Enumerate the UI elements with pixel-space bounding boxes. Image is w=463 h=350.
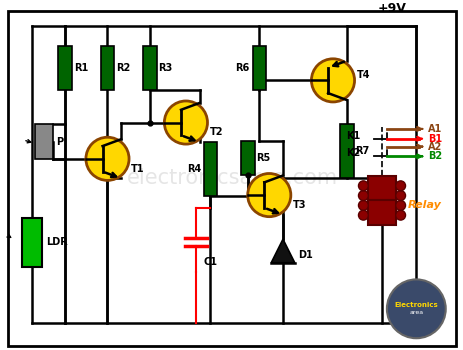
Text: P: P (56, 136, 63, 147)
Bar (368, 176, 395, 201)
Text: B2: B2 (427, 151, 441, 161)
Text: R7: R7 (355, 146, 369, 156)
Text: Electronics: Electronics (394, 302, 437, 308)
Text: R5: R5 (256, 153, 270, 163)
Text: T2: T2 (209, 127, 222, 137)
Text: electronicsarea.com: electronicsarea.com (126, 168, 337, 188)
Bar (58, 46, 72, 90)
Text: R4: R4 (187, 164, 201, 174)
Bar (22, 218, 42, 267)
Circle shape (358, 181, 368, 191)
Bar (339, 125, 353, 178)
Bar (252, 46, 266, 90)
Bar (143, 46, 156, 90)
Text: area: area (408, 310, 422, 315)
Bar (100, 46, 114, 90)
Circle shape (395, 210, 405, 220)
Circle shape (395, 191, 405, 201)
Text: T4: T4 (356, 70, 369, 80)
Circle shape (386, 279, 445, 338)
Text: T1: T1 (131, 163, 144, 174)
Text: R1: R1 (74, 63, 88, 73)
Circle shape (358, 191, 368, 201)
Text: LDR: LDR (46, 237, 67, 247)
Text: +9V: +9V (377, 2, 406, 15)
Bar (35, 125, 52, 159)
Circle shape (164, 101, 207, 144)
Polygon shape (271, 239, 294, 263)
Text: R3: R3 (158, 63, 172, 73)
Circle shape (311, 59, 354, 102)
Text: T3: T3 (292, 200, 306, 210)
Text: R6: R6 (234, 63, 249, 73)
Text: K1: K1 (345, 131, 360, 141)
Text: C1: C1 (203, 257, 217, 267)
Circle shape (395, 201, 405, 210)
Bar (203, 142, 217, 196)
Text: B1: B1 (427, 134, 441, 144)
Circle shape (86, 137, 129, 180)
Circle shape (395, 181, 405, 191)
Bar (368, 201, 395, 225)
Circle shape (247, 174, 290, 217)
Text: A2: A2 (427, 141, 441, 152)
Text: K2: K2 (345, 148, 360, 159)
Circle shape (358, 201, 368, 210)
Text: R2: R2 (116, 63, 130, 73)
Circle shape (358, 210, 368, 220)
Bar (240, 141, 254, 175)
Text: A1: A1 (427, 124, 441, 134)
Text: Relay: Relay (407, 201, 440, 210)
Text: D1: D1 (297, 250, 312, 260)
